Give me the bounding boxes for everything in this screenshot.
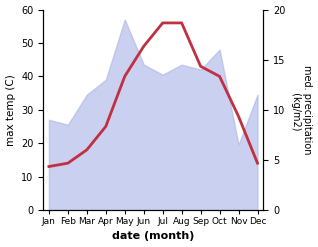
X-axis label: date (month): date (month) bbox=[112, 231, 194, 242]
Y-axis label: max temp (C): max temp (C) bbox=[5, 74, 16, 146]
Y-axis label: med. precipitation
 (kg/m2): med. precipitation (kg/m2) bbox=[291, 65, 313, 155]
